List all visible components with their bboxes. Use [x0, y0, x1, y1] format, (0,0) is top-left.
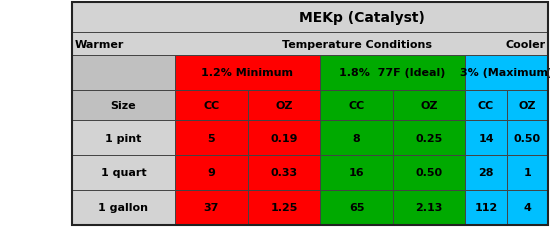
Text: Size: Size: [111, 101, 136, 111]
Text: 0.33: 0.33: [271, 168, 298, 178]
Bar: [175, 56, 320, 91]
Text: 1.25: 1.25: [270, 203, 298, 213]
Text: OZ: OZ: [519, 101, 536, 111]
Bar: [393, 120, 465, 155]
Text: 4: 4: [524, 203, 531, 213]
Text: CC: CC: [348, 101, 365, 111]
Bar: [465, 56, 548, 91]
Text: 0.25: 0.25: [415, 133, 443, 143]
Text: 8: 8: [353, 133, 360, 143]
Bar: [248, 91, 320, 120]
Text: 37: 37: [204, 203, 219, 213]
Text: 9: 9: [207, 168, 216, 178]
Bar: [507, 155, 548, 190]
Text: 14: 14: [478, 133, 494, 143]
Text: CC: CC: [478, 101, 494, 111]
Text: 16: 16: [349, 168, 364, 178]
Text: 1 gallon: 1 gallon: [98, 203, 148, 213]
Bar: [72, 3, 548, 33]
Bar: [175, 120, 248, 155]
Text: 0.50: 0.50: [415, 168, 443, 178]
Bar: [175, 190, 248, 225]
Bar: [320, 56, 465, 91]
Text: 28: 28: [478, 168, 494, 178]
Bar: [175, 91, 248, 120]
Text: Cooler: Cooler: [505, 39, 545, 49]
Text: 112: 112: [474, 203, 498, 213]
Text: 5: 5: [208, 133, 215, 143]
Bar: [465, 155, 507, 190]
Bar: [507, 91, 548, 120]
Text: OZ: OZ: [275, 101, 293, 111]
Bar: [72, 56, 175, 91]
Text: 1: 1: [524, 168, 531, 178]
Bar: [320, 190, 393, 225]
Bar: [248, 190, 320, 225]
Bar: [72, 33, 548, 56]
Bar: [465, 120, 507, 155]
Text: 3% (Maximum): 3% (Maximum): [460, 68, 550, 78]
Bar: [393, 190, 465, 225]
Text: 65: 65: [349, 203, 364, 213]
Bar: [393, 155, 465, 190]
Text: 2.13: 2.13: [415, 203, 443, 213]
Bar: [72, 190, 175, 225]
Bar: [72, 3, 548, 225]
Text: MEKp (Catalyst): MEKp (Catalyst): [299, 11, 425, 25]
Text: 0.19: 0.19: [270, 133, 298, 143]
Text: 1 quart: 1 quart: [101, 168, 146, 178]
Bar: [465, 91, 507, 120]
Bar: [507, 190, 548, 225]
Bar: [320, 91, 393, 120]
Bar: [72, 155, 175, 190]
Bar: [393, 91, 465, 120]
Text: 1.8%  77F (Ideal): 1.8% 77F (Ideal): [339, 68, 446, 78]
Text: Warmer: Warmer: [75, 39, 124, 49]
Bar: [175, 155, 248, 190]
Bar: [72, 120, 175, 155]
Bar: [320, 120, 393, 155]
Bar: [72, 91, 175, 120]
Bar: [320, 155, 393, 190]
Text: 1 pint: 1 pint: [105, 133, 142, 143]
Bar: [507, 120, 548, 155]
Text: 0.50: 0.50: [514, 133, 541, 143]
Text: OZ: OZ: [420, 101, 438, 111]
Text: Temperature Conditions: Temperature Conditions: [282, 39, 432, 49]
Bar: [248, 155, 320, 190]
Text: 1.2% Minimum: 1.2% Minimum: [201, 68, 294, 78]
Bar: [465, 190, 507, 225]
Bar: [248, 120, 320, 155]
Text: CC: CC: [204, 101, 219, 111]
